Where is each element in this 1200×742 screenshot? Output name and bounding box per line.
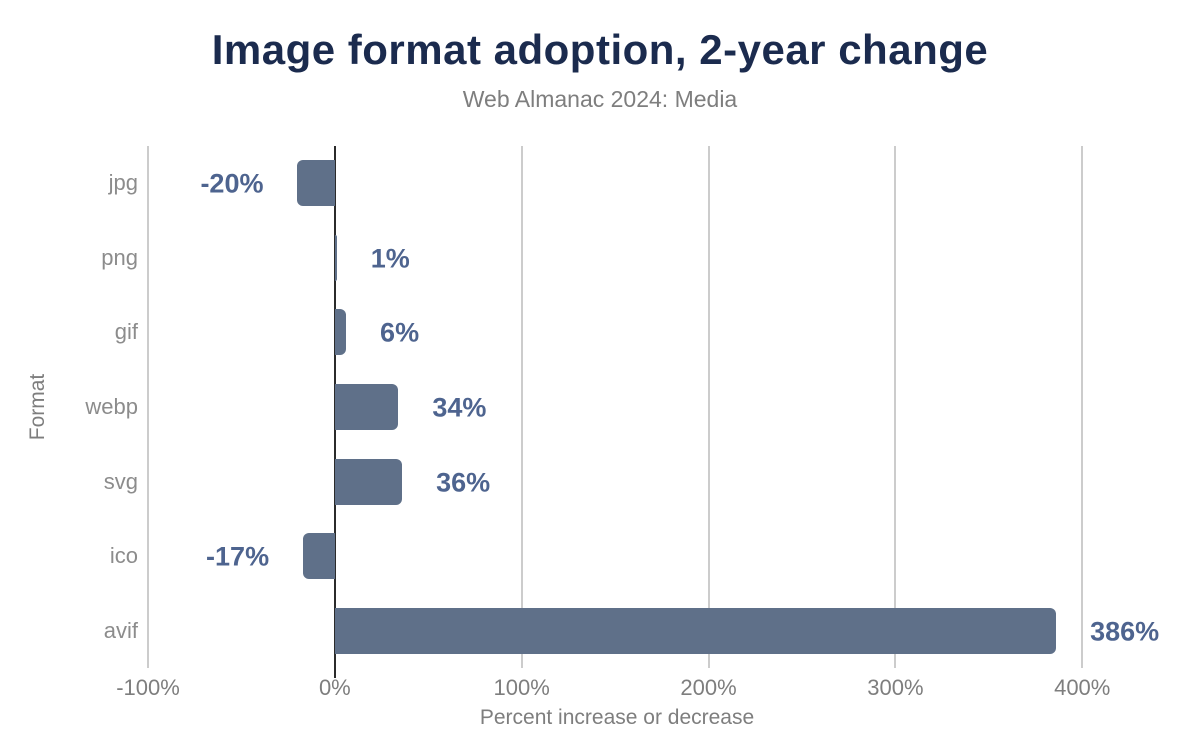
- gridline: [147, 146, 149, 668]
- bar-gif: [334, 309, 347, 356]
- bar-value-label: 34%: [432, 392, 487, 423]
- bar-value-label: -20%: [200, 168, 264, 199]
- y-category-label: jpg: [108, 170, 138, 196]
- y-category-label: ico: [109, 543, 138, 569]
- y-category-label: avif: [103, 617, 138, 643]
- bar-value-label: 6%: [380, 317, 420, 348]
- bar-png: [334, 234, 337, 281]
- bar-svg: [334, 458, 403, 505]
- gridline: [894, 146, 897, 668]
- bar-value-label: 1%: [370, 243, 410, 274]
- chart-subtitle: Web Almanac 2024: Media: [462, 86, 738, 112]
- y-category-label: png: [101, 244, 138, 270]
- chart-title: Image format adoption, 2-year change: [211, 26, 989, 73]
- bar-value-label: 386%: [1090, 616, 1160, 647]
- x-tick-label: 0%: [318, 675, 351, 700]
- bar-value-label: -17%: [206, 541, 270, 572]
- bar-ico: [303, 533, 335, 580]
- x-axis-title: Percent increase or decrease: [479, 706, 755, 729]
- gridline: [1081, 146, 1084, 668]
- y-axis-title: Format: [26, 373, 49, 441]
- y-category-label: webp: [85, 394, 138, 419]
- x-tick-label: -100%: [116, 675, 180, 700]
- y-category-label: svg: [103, 468, 138, 494]
- x-tick-label: 400%: [1054, 675, 1111, 700]
- gridline: [707, 146, 710, 668]
- gridline: [520, 146, 523, 668]
- bar-webp: [334, 384, 399, 430]
- bar-jpg: [297, 160, 335, 207]
- bar-value-label: 36%: [436, 467, 491, 498]
- y-category-label: gif: [114, 319, 138, 345]
- x-tick-label: 200%: [680, 675, 737, 700]
- x-tick-label: 100%: [493, 675, 550, 700]
- bar-avif: [334, 607, 1057, 654]
- x-tick-label: 300%: [867, 675, 924, 700]
